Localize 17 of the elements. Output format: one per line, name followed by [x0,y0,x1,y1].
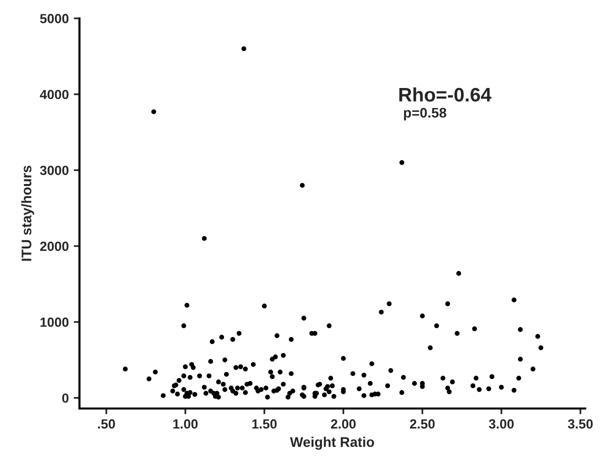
y-tick-label: 0 [62,393,69,403]
y-tick-label: 3000 [40,166,69,176]
x-tick-label: .50 [98,419,115,429]
y-axis-title: ITU stay/hours [21,166,34,261]
y-tick-label: 4000 [40,90,69,100]
x-tick-label: 2.00 [330,419,356,429]
x-axis-title: Weight Ratio [290,436,374,450]
x-tick-label: 3.50 [568,419,593,429]
annotation: p=0.58 [404,108,446,120]
y-tick-label: 5000 [40,14,69,24]
x-tick-label: 3.00 [488,419,514,429]
x-tick-label: 1.00 [173,419,198,429]
y-tick-label: 1000 [40,318,69,327]
annotation: Rho=-0.64 [399,87,492,102]
x-tick-label: 2.50 [410,419,435,429]
x-tick-label: 1.50 [252,419,277,429]
y-tick-label: 2000 [40,242,69,251]
